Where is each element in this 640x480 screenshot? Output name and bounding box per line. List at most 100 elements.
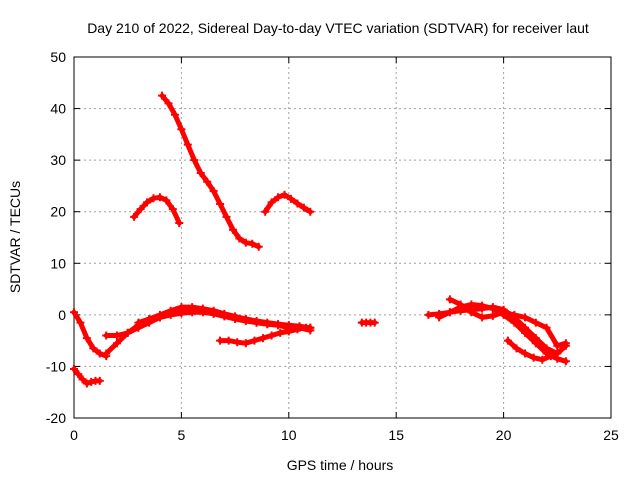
data-point <box>190 156 199 165</box>
data-point <box>521 313 530 322</box>
grid <box>74 57 611 418</box>
y-tick-label: -10 <box>46 358 66 374</box>
data-point <box>188 303 197 312</box>
data-point <box>168 205 177 214</box>
data-point <box>529 353 538 362</box>
data-point <box>177 303 186 312</box>
data-series <box>70 91 570 388</box>
data-point <box>70 365 78 374</box>
data-point <box>209 187 218 196</box>
data-point <box>306 207 315 216</box>
series-track-6 <box>216 323 310 348</box>
data-point <box>488 311 497 320</box>
data-point <box>136 205 145 214</box>
y-tick-label: 20 <box>50 204 66 220</box>
y-tick-label: 10 <box>50 255 66 271</box>
series-track-2 <box>70 365 104 388</box>
data-point <box>553 354 562 363</box>
data-point <box>222 212 231 221</box>
data-point <box>263 318 272 327</box>
data-point <box>155 193 164 202</box>
data-point <box>112 331 121 340</box>
data-point <box>241 238 250 247</box>
data-point <box>252 317 261 326</box>
data-point <box>503 336 512 345</box>
y-tick-label: 50 <box>50 49 66 65</box>
data-point <box>435 313 444 322</box>
data-point <box>510 310 519 319</box>
data-point <box>149 194 158 203</box>
data-point <box>220 309 229 318</box>
data-point <box>370 318 379 327</box>
data-point <box>510 318 519 327</box>
data-point <box>456 300 465 309</box>
data-point <box>70 308 78 317</box>
data-point <box>561 357 570 366</box>
data-point <box>546 352 555 361</box>
data-point <box>74 370 83 379</box>
data-point <box>102 349 111 358</box>
data-point <box>233 338 242 347</box>
data-point <box>123 328 132 337</box>
data-point <box>130 212 139 221</box>
data-point <box>82 334 91 343</box>
data-point <box>209 306 218 315</box>
data-point <box>228 225 237 234</box>
data-point <box>250 336 259 345</box>
data-point <box>538 355 547 364</box>
data-point <box>235 234 244 243</box>
axis-ticks: 0 5 10 15 20 25 -20 -10 0 10 20 30 40 50 <box>46 49 619 443</box>
data-point <box>134 318 143 327</box>
data-point <box>284 327 293 336</box>
x-tick-label: 20 <box>496 427 512 443</box>
data-point <box>170 110 179 119</box>
y-axis-label: SDTVAR / TECUs <box>7 181 23 293</box>
data-point <box>280 190 289 199</box>
data-point <box>521 328 530 337</box>
chart-title: Day 210 of 2022, Sidereal Day-to-day VTE… <box>87 20 589 36</box>
data-point <box>301 323 310 332</box>
data-point <box>299 203 308 212</box>
data-point <box>561 339 570 348</box>
data-point <box>267 198 276 207</box>
data-point <box>445 308 454 317</box>
data-point <box>274 320 283 329</box>
data-point <box>112 339 121 348</box>
series-line <box>447 296 569 349</box>
data-point <box>196 169 205 178</box>
data-point <box>143 198 152 207</box>
data-point <box>261 207 270 216</box>
y-tick-label: -20 <box>46 410 66 426</box>
data-point <box>78 375 87 384</box>
data-point <box>293 199 302 208</box>
data-point <box>216 336 225 345</box>
y-tick-label: 0 <box>58 307 66 323</box>
data-point <box>553 341 562 350</box>
data-point <box>76 318 85 327</box>
y-tick-label: 40 <box>50 101 66 117</box>
data-point <box>542 323 551 332</box>
data-point <box>276 328 285 337</box>
data-point <box>478 301 487 310</box>
data-point <box>467 300 476 309</box>
x-tick-label: 10 <box>281 427 297 443</box>
data-point <box>531 318 540 327</box>
series-line <box>159 93 262 250</box>
data-point <box>254 242 263 251</box>
data-point <box>183 140 192 149</box>
data-point <box>162 196 171 205</box>
series-track-10 <box>357 318 379 327</box>
series-track-13 <box>445 295 570 350</box>
data-point <box>499 308 508 317</box>
data-point <box>521 349 530 358</box>
data-point <box>158 91 167 100</box>
data-point <box>531 339 540 348</box>
data-point <box>478 313 487 322</box>
x-tick-label: 15 <box>388 427 404 443</box>
data-point <box>155 310 164 319</box>
data-point <box>177 125 186 134</box>
data-point <box>241 339 250 348</box>
data-point <box>203 177 212 186</box>
